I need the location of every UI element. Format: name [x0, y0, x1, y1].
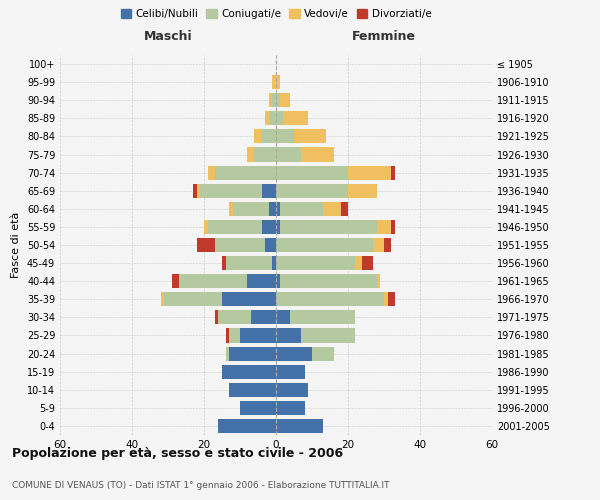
Bar	[229, 382, 276, 397]
Text: COMUNE DI VENAUS (TO) - Dati ISTAT 1° gennaio 2006 - Elaborazione TUTTITALIA.IT: COMUNE DI VENAUS (TO) - Dati ISTAT 1° ge…	[12, 480, 389, 490]
Bar	[276, 310, 290, 324]
Bar	[164, 292, 222, 306]
Bar	[226, 256, 272, 270]
Bar	[276, 419, 323, 433]
Bar	[179, 274, 247, 288]
Bar	[276, 93, 280, 108]
Bar	[229, 202, 233, 216]
Bar	[269, 93, 272, 108]
Bar	[294, 130, 326, 143]
Bar	[373, 238, 384, 252]
Bar	[312, 346, 334, 360]
Bar	[262, 184, 276, 198]
Bar	[276, 75, 280, 89]
Bar	[280, 202, 323, 216]
Bar	[229, 346, 276, 360]
Bar	[384, 238, 391, 252]
Bar	[377, 220, 391, 234]
Text: Femmine: Femmine	[352, 30, 416, 43]
Bar	[388, 292, 395, 306]
Bar	[215, 166, 276, 179]
Bar	[283, 112, 308, 126]
Bar	[362, 256, 373, 270]
Bar	[301, 328, 355, 342]
Bar	[193, 184, 197, 198]
Bar	[240, 401, 276, 415]
Bar	[276, 166, 348, 179]
Bar	[272, 75, 276, 89]
Bar	[204, 220, 208, 234]
Bar	[222, 256, 226, 270]
Bar	[301, 148, 334, 162]
Bar	[276, 130, 294, 143]
Bar	[200, 184, 262, 198]
Bar	[377, 274, 380, 288]
Bar	[218, 419, 276, 433]
Bar	[276, 184, 348, 198]
Bar	[254, 148, 276, 162]
Bar	[276, 328, 301, 342]
Bar	[276, 112, 283, 126]
Bar	[276, 401, 305, 415]
Bar	[276, 202, 280, 216]
Bar	[276, 364, 305, 378]
Bar	[222, 364, 276, 378]
Bar	[348, 184, 377, 198]
Bar	[355, 256, 362, 270]
Bar	[226, 328, 229, 342]
Bar	[280, 274, 377, 288]
Bar	[247, 274, 276, 288]
Bar	[265, 238, 276, 252]
Text: Popolazione per età, sesso e stato civile - 2006: Popolazione per età, sesso e stato civil…	[12, 448, 343, 460]
Bar	[269, 202, 276, 216]
Bar	[384, 292, 388, 306]
Bar	[341, 202, 348, 216]
Bar	[276, 148, 301, 162]
Bar	[269, 112, 276, 126]
Bar	[272, 256, 276, 270]
Bar	[197, 184, 200, 198]
Bar	[208, 166, 215, 179]
Bar	[272, 93, 276, 108]
Bar	[276, 292, 384, 306]
Bar	[226, 346, 229, 360]
Bar	[280, 220, 377, 234]
Bar	[262, 130, 276, 143]
Bar	[247, 148, 254, 162]
Bar	[391, 166, 395, 179]
Bar	[348, 166, 391, 179]
Bar	[229, 328, 240, 342]
Bar	[161, 292, 164, 306]
Legend: Celibi/Nubili, Coniugati/e, Vedovi/e, Divorziati/e: Celibi/Nubili, Coniugati/e, Vedovi/e, Di…	[116, 5, 436, 23]
Bar	[215, 238, 265, 252]
Bar	[240, 328, 276, 342]
Bar	[254, 130, 262, 143]
Bar	[222, 292, 276, 306]
Bar	[265, 112, 269, 126]
Bar	[323, 202, 341, 216]
Bar	[251, 310, 276, 324]
Bar	[233, 202, 269, 216]
Bar	[276, 274, 280, 288]
Text: Maschi: Maschi	[143, 30, 193, 43]
Bar	[276, 346, 312, 360]
Bar	[208, 220, 262, 234]
Bar	[215, 310, 218, 324]
Y-axis label: Fasce di età: Fasce di età	[11, 212, 21, 278]
Bar	[197, 238, 215, 252]
Bar	[262, 220, 276, 234]
Bar	[391, 220, 395, 234]
Bar	[172, 274, 179, 288]
Bar	[290, 310, 355, 324]
Bar	[280, 93, 290, 108]
Bar	[276, 256, 355, 270]
Bar	[218, 310, 251, 324]
Bar	[276, 220, 280, 234]
Bar	[276, 382, 308, 397]
Bar	[276, 238, 373, 252]
